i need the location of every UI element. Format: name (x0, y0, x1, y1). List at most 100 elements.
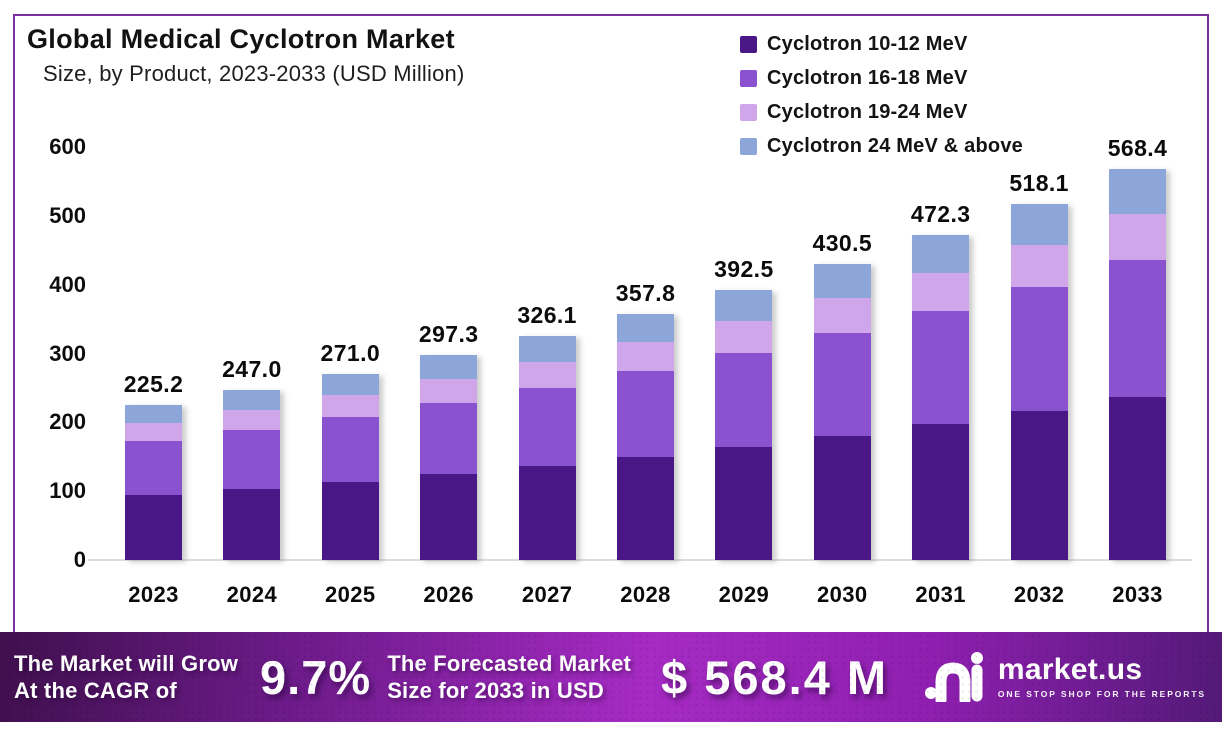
footer-banner: The Market will Grow At the CAGR of 9.7%… (0, 632, 1222, 722)
y-axis-tick-label: 300 (49, 340, 86, 366)
cagr-value: 9.7% (260, 650, 372, 704)
bar-value-label: 357.8 (615, 279, 676, 306)
legend-label: Cyclotron 10-12 MeV (767, 32, 968, 55)
y-axis-tick-label: 200 (49, 409, 86, 435)
bar-segment (1010, 244, 1068, 287)
x-axis-tick-label: 2023 (128, 582, 179, 607)
cagr-caption-line1: The Market will Grow (14, 650, 239, 676)
bar-segment (1010, 410, 1068, 560)
bar-segment (1109, 260, 1166, 397)
legend-label: Cyclotron 19-24 MeV (767, 100, 968, 123)
legend-swatch-icon (740, 35, 757, 53)
stacked-bar-2024 (223, 390, 281, 560)
stacked-bar-2029 (715, 289, 773, 560)
bar-value-label: 430.5 (812, 229, 873, 256)
bar-segment (715, 289, 773, 322)
y-axis-tick-label: 500 (49, 203, 86, 228)
bar-value-label: 392.5 (714, 255, 774, 282)
stacked-bar-2026 (420, 355, 478, 560)
bar-value-label: 568.4 (1107, 134, 1168, 161)
legend-item-1: Cyclotron 16-18 MeV (740, 61, 1023, 95)
bar-segment (125, 495, 182, 560)
x-axis-tick-label: 2025 (325, 582, 376, 607)
bar-value-label: 247.0 (222, 356, 282, 383)
marketus-logo: market.us ONE STOP SHOP FOR THE REPORTS (924, 652, 1206, 702)
bar-value-label: 518.1 (1009, 169, 1069, 196)
bar-segment (518, 361, 576, 389)
x-axis-tick-label: 2033 (1112, 582, 1163, 607)
y-axis-tick-label: 100 (49, 478, 86, 504)
bar-segment (223, 390, 281, 410)
brand-tagline: ONE STOP SHOP FOR THE REPORTS (997, 689, 1206, 699)
bar-segment (813, 263, 871, 299)
bar-value-label: 271.0 (320, 339, 381, 366)
bar-segment (321, 373, 379, 396)
x-axis-tick-label: 2030 (817, 582, 868, 607)
legend-label: Cyclotron 24 MeV & above (767, 134, 1023, 157)
chart-legend: Cyclotron 10-12 MeV Cyclotron 16-18 MeV Cy… (740, 27, 1023, 163)
bar-segment (125, 405, 182, 423)
x-axis-tick-label: 2026 (423, 582, 474, 607)
forecast-caption-line1: The Forecasted Market (387, 650, 632, 676)
y-axis-tick-label: 400 (49, 271, 86, 297)
bar-segment (518, 466, 576, 560)
bar-segment (715, 353, 773, 448)
bar-value-label: 472.3 (910, 201, 971, 228)
stacked-bar-2030 (813, 263, 871, 560)
x-axis-tick-label: 2032 (1013, 582, 1065, 607)
legend-swatch-icon (740, 137, 757, 155)
cagr-caption: The Market will Grow At the CAGR of (14, 650, 238, 705)
bar-value-label: 297.3 (418, 321, 479, 348)
page-subtitle: Size, by Product, 2023-2033 (USD Million… (43, 61, 465, 86)
bar-segment (223, 488, 281, 560)
bar-segment (1109, 214, 1166, 261)
brand-text-block: market.us ONE STOP SHOP FOR THE REPORTS (997, 653, 1206, 700)
x-axis-tick-label: 2027 (521, 582, 573, 607)
bar-segment (125, 423, 182, 442)
bar-segment (617, 371, 674, 458)
bar-segment (813, 333, 871, 437)
y-axis-tick-label: 0 (73, 547, 86, 572)
x-axis-tick-label: 2028 (620, 582, 671, 607)
bar-segment (1010, 286, 1068, 411)
forecast-caption-line2: Size for 2033 in USD (387, 678, 604, 703)
legend-swatch-icon (740, 103, 757, 121)
stacked-bar-2023 (125, 405, 182, 560)
x-axis-line (88, 559, 1192, 561)
bar-segment (617, 342, 674, 372)
bar-segment (813, 436, 871, 560)
brand-name: market.us (997, 653, 1143, 686)
legend-label: Cyclotron 16-18 MeV (767, 66, 968, 89)
x-axis-tick-label: 2024 (226, 582, 278, 607)
forecast-value: $ 568.4 M (661, 650, 889, 704)
bar-segment (223, 409, 281, 430)
legend-item-0: Cyclotron 10-12 MeV (740, 27, 1023, 61)
bar-segment (420, 379, 478, 404)
bar-segment (912, 424, 970, 560)
bar-segment (715, 321, 773, 354)
bar-segment (912, 311, 970, 425)
bar-segment (1109, 168, 1166, 215)
cagr-caption-line2: At the CAGR of (14, 678, 177, 703)
bar-segment (715, 447, 773, 560)
stacked-bar-2025 (321, 373, 379, 560)
bar-segment (321, 395, 379, 418)
page-title: Global Medical Cyclotron Market (27, 24, 455, 54)
x-axis-tick-label: 2029 (718, 582, 770, 607)
bar-segment (321, 417, 379, 483)
legend-item-2: Cyclotron 19-24 MeV (740, 95, 1023, 129)
bar-segment (518, 335, 576, 362)
bar-value-label: 326.1 (517, 301, 577, 328)
bar-segment (223, 429, 281, 489)
bar-segment (617, 457, 674, 560)
x-axis-tick-label: 2031 (915, 582, 966, 607)
stacked-bar-2032 (1010, 203, 1068, 560)
bar-segment (813, 298, 871, 334)
marketus-logo-mark (924, 652, 983, 702)
chart-header: Global Medical Cyclotron Market Size, by… (27, 24, 465, 87)
bar-segment (125, 441, 182, 496)
bar-segment (912, 235, 970, 273)
bar-segment (518, 388, 576, 467)
